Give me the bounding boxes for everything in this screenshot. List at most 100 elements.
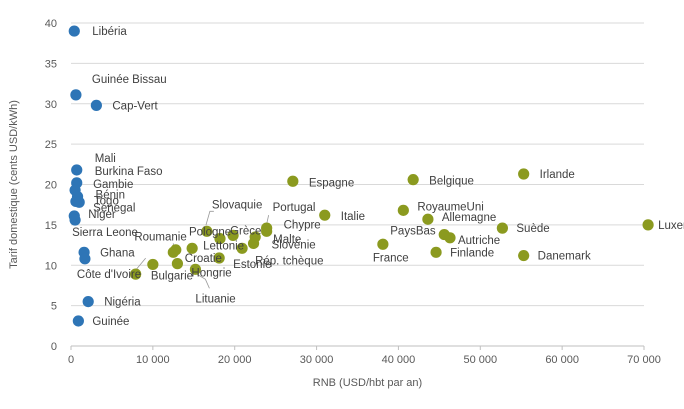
data-label: Autriche bbox=[458, 235, 500, 247]
data-label: Nigéria bbox=[104, 297, 141, 309]
data-point bbox=[496, 222, 508, 234]
leader-line bbox=[195, 272, 210, 289]
data-point bbox=[377, 238, 389, 250]
data-label: Croatie bbox=[185, 253, 222, 265]
y-tick-label: 25 bbox=[45, 139, 57, 151]
data-label: Burkina Faso bbox=[95, 166, 163, 178]
x-tick-label: 10 000 bbox=[136, 354, 170, 366]
data-point bbox=[186, 242, 198, 254]
data-point bbox=[68, 25, 80, 37]
data-label: Ghana bbox=[100, 247, 135, 259]
data-point bbox=[167, 246, 179, 258]
data-point bbox=[82, 295, 94, 308]
leader-line bbox=[135, 257, 146, 271]
data-point bbox=[422, 213, 434, 225]
data-label: PaysBas bbox=[390, 226, 436, 238]
x-tick-label: 60 000 bbox=[545, 354, 579, 366]
data-point bbox=[430, 246, 442, 258]
data-label: Lituanie bbox=[195, 293, 235, 305]
y-tick-label: 40 bbox=[45, 18, 57, 30]
data-point bbox=[247, 237, 260, 250]
data-label: Chypre bbox=[284, 219, 321, 231]
data-point bbox=[70, 89, 82, 101]
data-label: Côte d'Ivoire bbox=[77, 269, 141, 281]
data-point bbox=[79, 253, 91, 265]
axes: 0 5 10 15 20 25 30 35 40 0 10 000 20 000 30 000 40 00… bbox=[45, 18, 661, 366]
data-point bbox=[201, 225, 213, 237]
data-label: Irlande bbox=[540, 169, 575, 181]
data-label: Sierra Leone bbox=[72, 227, 138, 239]
y-tick-label: 0 bbox=[51, 341, 57, 353]
data-label: Malte bbox=[273, 234, 301, 246]
data-label: Pologne bbox=[189, 227, 231, 239]
data-point bbox=[319, 209, 331, 221]
data-point bbox=[213, 252, 225, 264]
data-label: Rép. tchèque bbox=[255, 255, 323, 267]
data-label: Lettonie bbox=[203, 240, 244, 252]
data-points bbox=[68, 25, 654, 327]
data-point bbox=[642, 219, 654, 231]
data-label: RoyaumeUni bbox=[417, 201, 483, 213]
x-tick-label: 20 000 bbox=[218, 354, 252, 366]
data-point bbox=[72, 315, 84, 327]
data-point bbox=[407, 174, 419, 186]
y-tick-label: 10 bbox=[45, 260, 57, 272]
data-point bbox=[189, 263, 202, 275]
data-label: Bulgarie bbox=[151, 270, 193, 282]
data-label: Estonie bbox=[233, 259, 271, 271]
data-point bbox=[518, 168, 530, 180]
data-label: Luxembourg bbox=[658, 220, 684, 232]
y-tick-label: 20 bbox=[45, 180, 57, 192]
data-point bbox=[518, 249, 530, 262]
y-tick-label: 30 bbox=[45, 99, 57, 111]
data-label: Grèce bbox=[230, 225, 261, 237]
leader-lines bbox=[135, 210, 270, 289]
data-label: Niger bbox=[88, 209, 116, 221]
data-point bbox=[214, 233, 226, 245]
data-label: Roumanie bbox=[134, 231, 186, 243]
data-label: Gambie bbox=[93, 179, 133, 191]
data-label: Hongrie bbox=[191, 268, 231, 280]
data-point bbox=[171, 258, 184, 270]
data-point bbox=[147, 258, 159, 271]
data-label: Suède bbox=[516, 223, 549, 235]
data-point bbox=[227, 229, 239, 241]
y-tick-label: 15 bbox=[45, 220, 57, 232]
data-label: Guinée bbox=[92, 316, 129, 328]
data-label: Danemark bbox=[538, 251, 591, 263]
x-tick-label: 30 000 bbox=[300, 354, 334, 366]
data-label: Slovénie bbox=[272, 239, 316, 251]
data-point bbox=[287, 175, 299, 187]
y-tick-label: 35 bbox=[45, 58, 57, 70]
data-point bbox=[236, 242, 248, 254]
x-tick-label: 0 bbox=[68, 354, 74, 366]
data-label: Allemagne bbox=[442, 212, 496, 224]
data-point bbox=[261, 225, 273, 237]
data-label: Espagne bbox=[309, 177, 354, 189]
x-tick-label: 40 000 bbox=[382, 354, 416, 366]
data-point bbox=[444, 232, 456, 244]
data-label: Togo bbox=[94, 195, 119, 207]
data-label: France bbox=[373, 252, 409, 264]
data-point bbox=[69, 214, 81, 226]
data-label: Finlande bbox=[450, 247, 494, 259]
data-point bbox=[130, 268, 142, 280]
x-axis-title: RNB (USD/hbt par an) bbox=[313, 377, 422, 389]
grid-lines bbox=[71, 22, 644, 307]
data-point bbox=[90, 99, 102, 111]
data-labels: Libéria Guinée Bissau Cap-Vert MaliBurkina … bbox=[72, 26, 684, 328]
data-label: Portugal bbox=[273, 202, 316, 214]
data-point bbox=[73, 196, 85, 208]
data-label: Mali bbox=[95, 153, 116, 165]
data-label: Guinée Bissau bbox=[92, 74, 167, 86]
data-label: Sénégal bbox=[93, 202, 135, 214]
data-label: Libéria bbox=[92, 26, 127, 38]
data-point bbox=[71, 164, 83, 176]
data-label: Belgique bbox=[429, 176, 474, 188]
data-label: Bénin bbox=[96, 190, 125, 202]
y-tick-label: 5 bbox=[51, 301, 57, 313]
data-label: Slovaquie bbox=[212, 199, 263, 211]
leader-line bbox=[205, 210, 214, 226]
data-label: Cap-Vert bbox=[112, 100, 158, 112]
